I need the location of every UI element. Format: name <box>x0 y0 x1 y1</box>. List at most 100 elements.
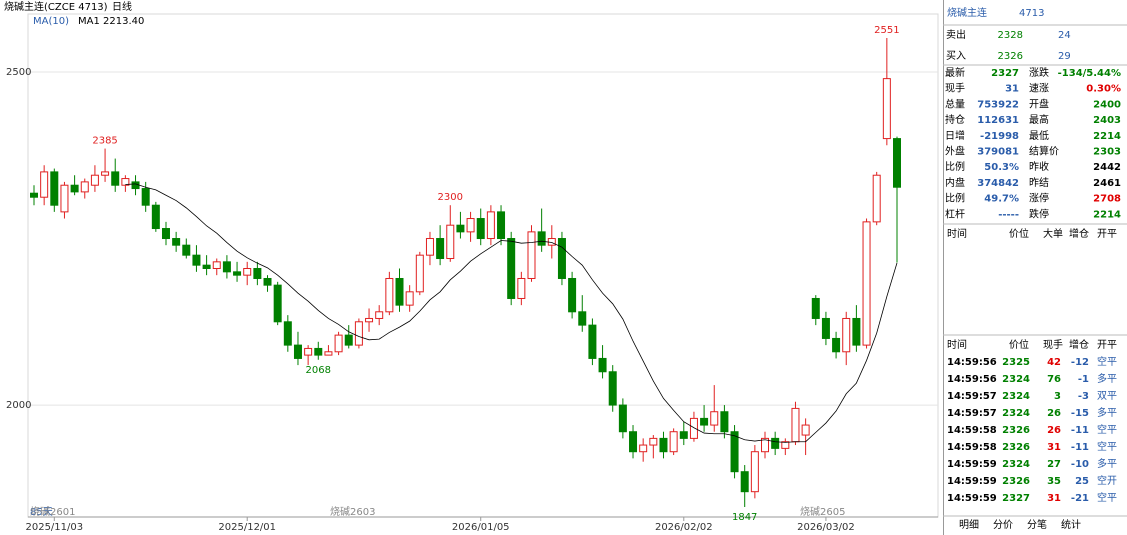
candle-body <box>212 261 221 269</box>
extreme-label: 2300 <box>438 192 463 203</box>
candle-body <box>70 184 79 193</box>
stat-value: 2214 <box>1093 209 1121 220</box>
stat-label: 涨停 <box>1029 192 1049 205</box>
column-header: 增仓 <box>1069 227 1089 240</box>
x-tick-label: 2025/11/03 <box>25 522 83 533</box>
stat-label: 现手 <box>945 82 965 95</box>
candle-body <box>588 324 597 359</box>
x-tick-label: 2025/12/01 <box>218 522 276 533</box>
candle-body <box>90 174 99 186</box>
candle-body <box>842 317 851 353</box>
trade-time: 14:59:56 <box>947 357 997 368</box>
trade-volume: 76 <box>1047 374 1061 385</box>
extreme-label: 2068 <box>306 365 331 376</box>
column-header: 增仓 <box>1069 338 1089 351</box>
candle-body <box>375 311 384 319</box>
candle-body <box>618 404 627 433</box>
candle-body <box>60 184 69 213</box>
x-tick-label: 2026/03/02 <box>797 522 855 533</box>
stat-value: 2400 <box>1093 99 1121 110</box>
candle-body <box>791 407 800 443</box>
candle-body <box>395 277 404 306</box>
x-tick-label: 2026/01/05 <box>452 522 510 533</box>
stat-value: ----- <box>998 209 1019 220</box>
trade-price: 2326 <box>1002 425 1030 436</box>
candle-body <box>405 291 414 306</box>
y-tick-label: 2000 <box>6 400 31 411</box>
period[interactable]: 日线 <box>112 0 132 13</box>
days-label: 85天 <box>30 507 53 518</box>
candle-body <box>354 321 363 346</box>
column-header: 现手 <box>1043 338 1063 351</box>
column-header: 开平 <box>1097 229 1117 240</box>
stat-label: 最低 <box>1029 129 1049 142</box>
order-label: 卖出 <box>946 28 966 41</box>
candle-body <box>537 231 546 246</box>
candle-body <box>862 221 871 346</box>
chart: 烧碱主连(CZCE 4713) 日线 MA(10) MA1 2213.40 85… <box>4 0 939 533</box>
tab[interactable]: 明细 <box>959 518 979 531</box>
candle-body <box>659 437 668 453</box>
candle-body <box>578 311 587 326</box>
candle-body <box>263 277 272 286</box>
candle-body <box>273 284 282 323</box>
candle-body <box>761 437 770 453</box>
candle-body <box>131 181 140 190</box>
candle-body <box>893 138 901 188</box>
contract-label: 烧碱2603 <box>330 505 375 518</box>
candle-body <box>80 181 89 193</box>
candle-body <box>598 357 607 373</box>
candle-body <box>781 441 790 449</box>
order-qty: 24 <box>1058 30 1071 41</box>
stat-value: 2214 <box>1093 131 1121 142</box>
candle-body <box>710 411 719 426</box>
trade-type: 空开 <box>1097 474 1117 487</box>
stat-label: 开盘 <box>1029 97 1049 110</box>
candle-body <box>801 424 810 436</box>
stat-value: 0.30% <box>1086 84 1121 95</box>
candle-body <box>497 211 506 240</box>
stat-label: 持仓 <box>945 113 965 126</box>
trade-price: 2327 <box>1002 493 1030 504</box>
extreme-label: 2385 <box>92 136 117 147</box>
trade-time: 14:59:56 <box>947 374 997 385</box>
candle-body <box>872 174 881 223</box>
trade-price: 2324 <box>1002 391 1030 402</box>
candle-body <box>365 317 374 323</box>
candle-body <box>385 277 394 313</box>
trade-volume: 26 <box>1047 425 1061 436</box>
candle-body <box>811 297 820 319</box>
tab[interactable]: 分笔 <box>1027 518 1047 531</box>
tab[interactable]: 统计 <box>1061 518 1081 531</box>
column-header: 价位 <box>1009 338 1029 351</box>
stat-label: 跌停 <box>1029 207 1049 220</box>
trade-price: 2324 <box>1002 374 1030 385</box>
trade-oi: -21 <box>1071 493 1089 504</box>
extreme-label: 1847 <box>732 512 757 523</box>
candle-body <box>446 224 455 260</box>
trade-time: 14:59:57 <box>947 391 997 402</box>
candle-body <box>882 78 891 140</box>
stat-label: 结算价 <box>1029 145 1059 158</box>
stat-value: 49.7% <box>984 194 1019 205</box>
ma-name[interactable]: MA(10) <box>33 16 69 27</box>
candle-body <box>192 254 201 266</box>
stat-label: 外盘 <box>945 145 965 158</box>
candle-body <box>172 238 181 246</box>
contract-label: 烧碱2601 <box>30 505 75 518</box>
candle-body <box>679 431 688 439</box>
order-price: 2326 <box>998 51 1023 62</box>
trade-price: 2326 <box>1002 442 1030 453</box>
trade-time: 14:59:59 <box>947 476 997 487</box>
candle-body <box>466 218 475 233</box>
candle-body <box>517 277 526 299</box>
stat-value: 112631 <box>977 115 1019 126</box>
stat-value: 374842 <box>977 178 1019 189</box>
candle-body <box>425 238 434 256</box>
candle-body <box>629 431 638 453</box>
candle-body <box>608 371 617 406</box>
stat-label: 杠杆 <box>945 207 965 220</box>
tab[interactable]: 分价 <box>993 519 1013 531</box>
candle-body <box>243 267 252 276</box>
